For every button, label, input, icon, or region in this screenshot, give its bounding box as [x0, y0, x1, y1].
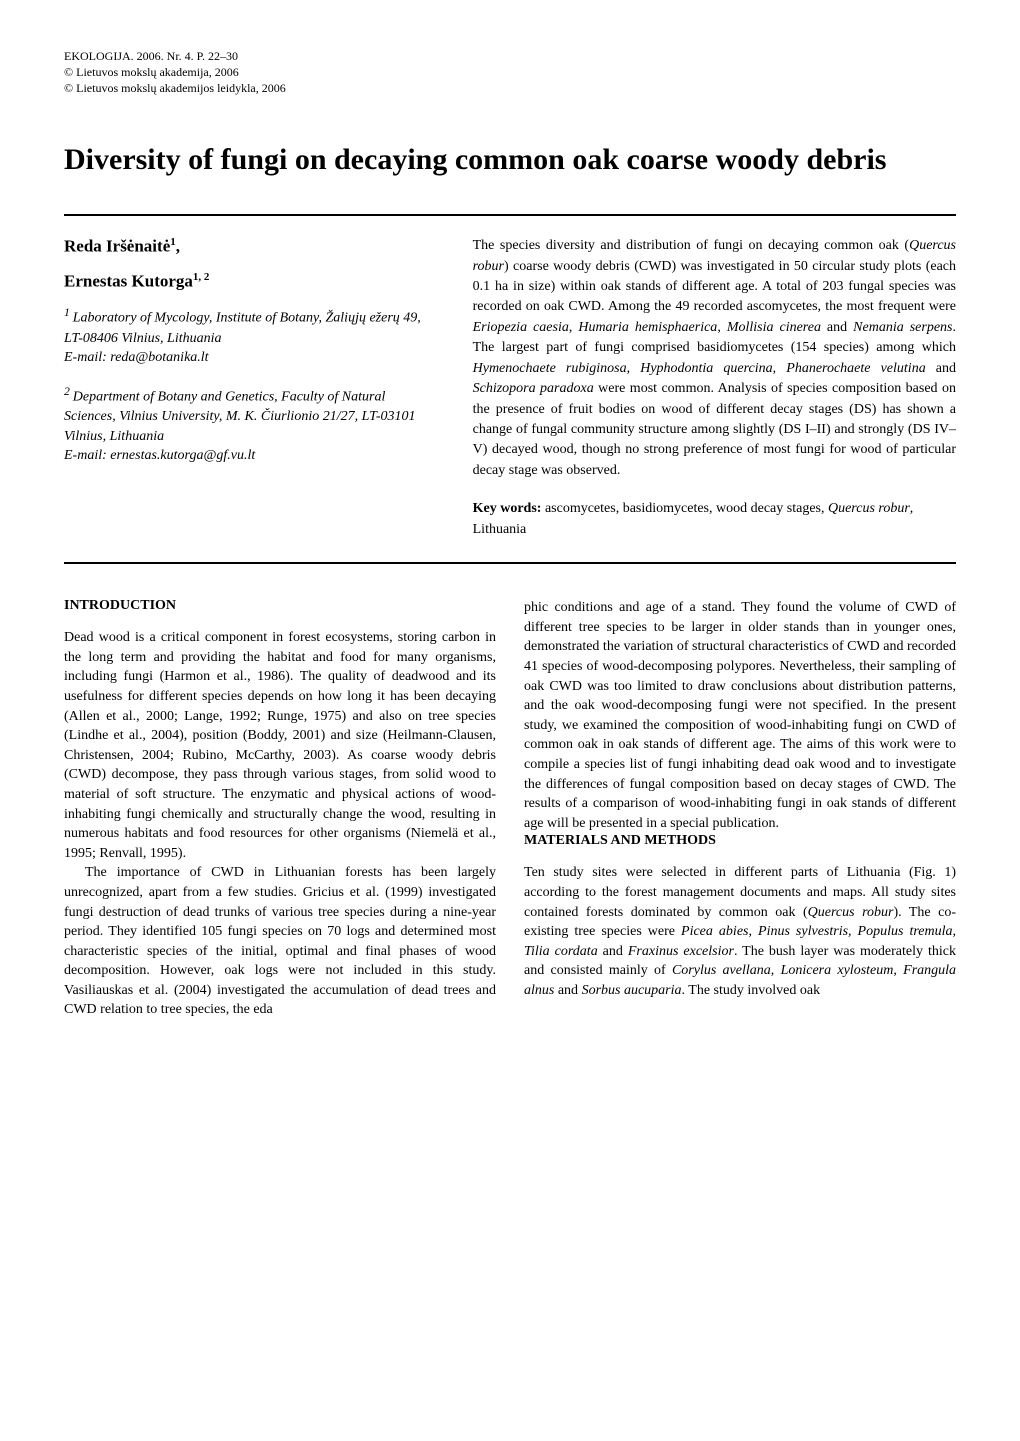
keywords-italic: Quercus robur: [828, 501, 910, 516]
body-paragraph: Ten study sites were selected in differe…: [524, 863, 956, 1000]
author-superscript: 1, 2: [193, 271, 210, 283]
keywords-label: Key words:: [473, 501, 542, 516]
section-heading-introduction: INTRODUCTION: [64, 598, 496, 614]
body-paragraph: Dead wood is a critical component in for…: [64, 628, 496, 863]
author-name: Ernestas Kutorga1, 2: [64, 271, 439, 292]
header-line: © Lietuvos mokslų akademija, 2006: [64, 64, 956, 80]
author-comma: ,: [176, 237, 180, 256]
affiliation-text: Laboratory of Mycology, Institute of Bot…: [64, 311, 421, 346]
affiliation-email: E-mail: ernestas.kutorga@gf.vu.lt: [64, 448, 255, 463]
section-heading-methods: MATERIALS AND METHODS: [524, 833, 956, 849]
author-text: Ernestas Kutorga: [64, 271, 193, 290]
article-title: Diversity of fungi on decaying common oa…: [64, 141, 956, 179]
author-text: Reda Iršėnaitė: [64, 237, 170, 256]
authors-affiliations: Reda Iršėnaitė1, Ernestas Kutorga1, 2 1 …: [64, 236, 439, 540]
body-paragraph: The importance of CWD in Lithuanian fore…: [64, 863, 496, 1020]
keywords-text: ascomycetes, basidiomycetes, wood decay …: [541, 501, 828, 516]
meta-section: Reda Iršėnaitė1, Ernestas Kutorga1, 2 1 …: [64, 214, 956, 564]
author-name: Reda Iršėnaitė1,: [64, 236, 439, 257]
affiliation-superscript: 2: [64, 385, 73, 398]
affiliation: 1 Laboratory of Mycology, Institute of B…: [64, 305, 439, 367]
header-line: © Lietuvos mokslų akademijos leidykla, 2…: [64, 80, 956, 96]
left-column: INTRODUCTION Dead wood is a critical com…: [64, 598, 496, 1020]
keywords: Key words: ascomycetes, basidiomycetes, …: [473, 499, 956, 540]
abstract-text: The species diversity and distribution o…: [473, 236, 956, 481]
abstract-block: The species diversity and distribution o…: [473, 236, 956, 540]
header-line: EKOLOGIJA. 2006. Nr. 4. P. 22–30: [64, 48, 956, 64]
journal-header: EKOLOGIJA. 2006. Nr. 4. P. 22–30 © Lietu…: [64, 48, 956, 97]
affiliation: 2 Department of Botany and Genetics, Fac…: [64, 384, 439, 466]
affiliation-email: E-mail: reda@botanika.lt: [64, 350, 209, 365]
body-paragraph: phic conditions and age of a stand. They…: [524, 598, 956, 833]
affiliation-text: Department of Botany and Genetics, Facul…: [64, 389, 416, 443]
body-columns: INTRODUCTION Dead wood is a critical com…: [64, 598, 956, 1020]
affiliation-superscript: 1: [64, 306, 73, 319]
right-column: phic conditions and age of a stand. They…: [524, 598, 956, 1020]
